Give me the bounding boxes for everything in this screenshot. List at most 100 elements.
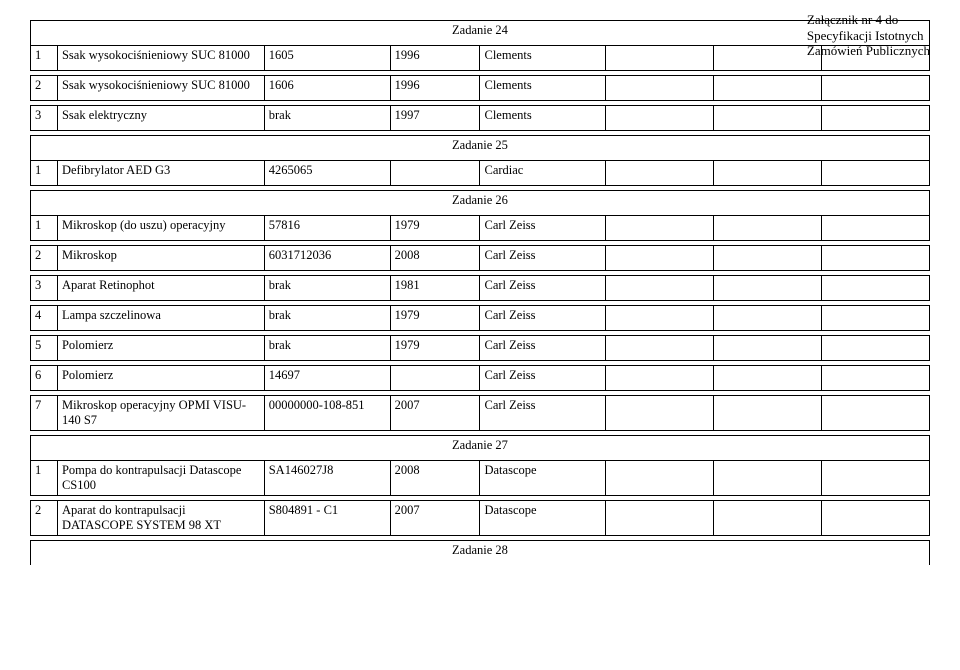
- cell: [714, 336, 822, 361]
- cell: 2008: [390, 246, 480, 271]
- cell: [822, 366, 930, 391]
- cell: 2007: [390, 396, 480, 431]
- cell: 6: [31, 366, 58, 391]
- cell: [822, 276, 930, 301]
- section-table: Zadanie 24 1 Ssak wysokociśnieniowy SUC …: [30, 20, 930, 71]
- cell: Polomierz: [57, 366, 264, 391]
- cell: [714, 161, 822, 186]
- cell: [714, 461, 822, 496]
- cell: [714, 306, 822, 331]
- cell: [606, 46, 714, 71]
- cell: [714, 501, 822, 536]
- cell: Aparat Retinophot: [57, 276, 264, 301]
- cell: Mikroskop operacyjny OPMI VISU-140 S7: [57, 396, 264, 431]
- section-table: 3 Ssak elektryczny brak 1997 Clements: [30, 105, 930, 131]
- table-row: 1 Defibrylator AED G3 4265065 Cardiac: [31, 161, 930, 186]
- note-line: Załącznik nr 4 do: [807, 12, 930, 28]
- cell: [606, 306, 714, 331]
- cell: [606, 336, 714, 361]
- cell: [606, 461, 714, 496]
- cell: Carl Zeiss: [480, 366, 606, 391]
- cell: [606, 246, 714, 271]
- cell: 3: [31, 106, 58, 131]
- cell: [390, 366, 480, 391]
- cell: [714, 276, 822, 301]
- cell: [714, 396, 822, 431]
- section-title: Zadanie 27: [31, 436, 930, 461]
- cell: 1979: [390, 336, 480, 361]
- cell: 1: [31, 161, 58, 186]
- section-header-row: Zadanie 27: [31, 436, 930, 461]
- table-row: 2 Aparat do kontrapulsacji DATASCOPE SYS…: [31, 501, 930, 536]
- note-line: Specyfikacji Istotnych: [807, 28, 930, 44]
- section-header-row: Zadanie 25: [31, 136, 930, 161]
- cell: 1: [31, 461, 58, 496]
- cell: 00000000-108-851: [264, 396, 390, 431]
- cell: 1997: [390, 106, 480, 131]
- cell: Carl Zeiss: [480, 246, 606, 271]
- cell: Clements: [480, 106, 606, 131]
- section-table: Zadanie 28: [30, 540, 930, 565]
- cell: 2: [31, 246, 58, 271]
- cell: 2007: [390, 501, 480, 536]
- cell: 3: [31, 276, 58, 301]
- cell: [606, 106, 714, 131]
- section-title: Zadanie 28: [31, 541, 930, 566]
- cell: 2008: [390, 461, 480, 496]
- cell: Lampa szczelinowa: [57, 306, 264, 331]
- cell: Mikroskop (do uszu) operacyjny: [57, 216, 264, 241]
- cell: Carl Zeiss: [480, 276, 606, 301]
- cell: Carl Zeiss: [480, 216, 606, 241]
- cell: Pompa do kontrapulsacji Datascope CS100: [57, 461, 264, 496]
- table-row: 2 Mikroskop 6031712036 2008 Carl Zeiss: [31, 246, 930, 271]
- cell: Datascope: [480, 461, 606, 496]
- cell: [822, 501, 930, 536]
- cell: Carl Zeiss: [480, 306, 606, 331]
- section-table: 7 Mikroskop operacyjny OPMI VISU-140 S7 …: [30, 395, 930, 431]
- cell: [606, 501, 714, 536]
- section-table: 4 Lampa szczelinowa brak 1979 Carl Zeiss: [30, 305, 930, 331]
- cell: 1: [31, 46, 58, 71]
- cell: [606, 396, 714, 431]
- cell: [822, 106, 930, 131]
- cell: [606, 276, 714, 301]
- table-row: 4 Lampa szczelinowa brak 1979 Carl Zeiss: [31, 306, 930, 331]
- table-row: 1 Ssak wysokociśnieniowy SUC 81000 1605 …: [31, 46, 930, 71]
- table-row: 2 Ssak wysokociśnieniowy SUC 81000 1606 …: [31, 76, 930, 101]
- cell: 7: [31, 396, 58, 431]
- section-title: Zadanie 25: [31, 136, 930, 161]
- cell: 4: [31, 306, 58, 331]
- section-header-row: Zadanie 28: [31, 541, 930, 566]
- cell: Polomierz: [57, 336, 264, 361]
- cell: [714, 216, 822, 241]
- cell: [714, 76, 822, 101]
- section-table: 6 Polomierz 14697 Carl Zeiss: [30, 365, 930, 391]
- cell: 5: [31, 336, 58, 361]
- cell: 14697: [264, 366, 390, 391]
- table-row: 6 Polomierz 14697 Carl Zeiss: [31, 366, 930, 391]
- cell: 4265065: [264, 161, 390, 186]
- cell: Defibrylator AED G3: [57, 161, 264, 186]
- table-row: 3 Aparat Retinophot brak 1981 Carl Zeiss: [31, 276, 930, 301]
- cell: [606, 216, 714, 241]
- section-table: 5 Polomierz brak 1979 Carl Zeiss: [30, 335, 930, 361]
- cell: brak: [264, 106, 390, 131]
- cell: Clements: [480, 46, 606, 71]
- section-header-row: Zadanie 26: [31, 191, 930, 216]
- cell: Carl Zeiss: [480, 336, 606, 361]
- cell: Mikroskop: [57, 246, 264, 271]
- cell: Ssak wysokociśnieniowy SUC 81000: [57, 76, 264, 101]
- note-line: Zamówień Publicznych: [807, 43, 930, 59]
- cell: 1979: [390, 306, 480, 331]
- cell: [606, 366, 714, 391]
- cell: Datascope: [480, 501, 606, 536]
- cell: [714, 106, 822, 131]
- cell: [714, 366, 822, 391]
- cell: [822, 76, 930, 101]
- cell: brak: [264, 306, 390, 331]
- cell: brak: [264, 336, 390, 361]
- cell: [822, 461, 930, 496]
- cell: [714, 46, 822, 71]
- cell: [822, 161, 930, 186]
- cell: S804891 - C1: [264, 501, 390, 536]
